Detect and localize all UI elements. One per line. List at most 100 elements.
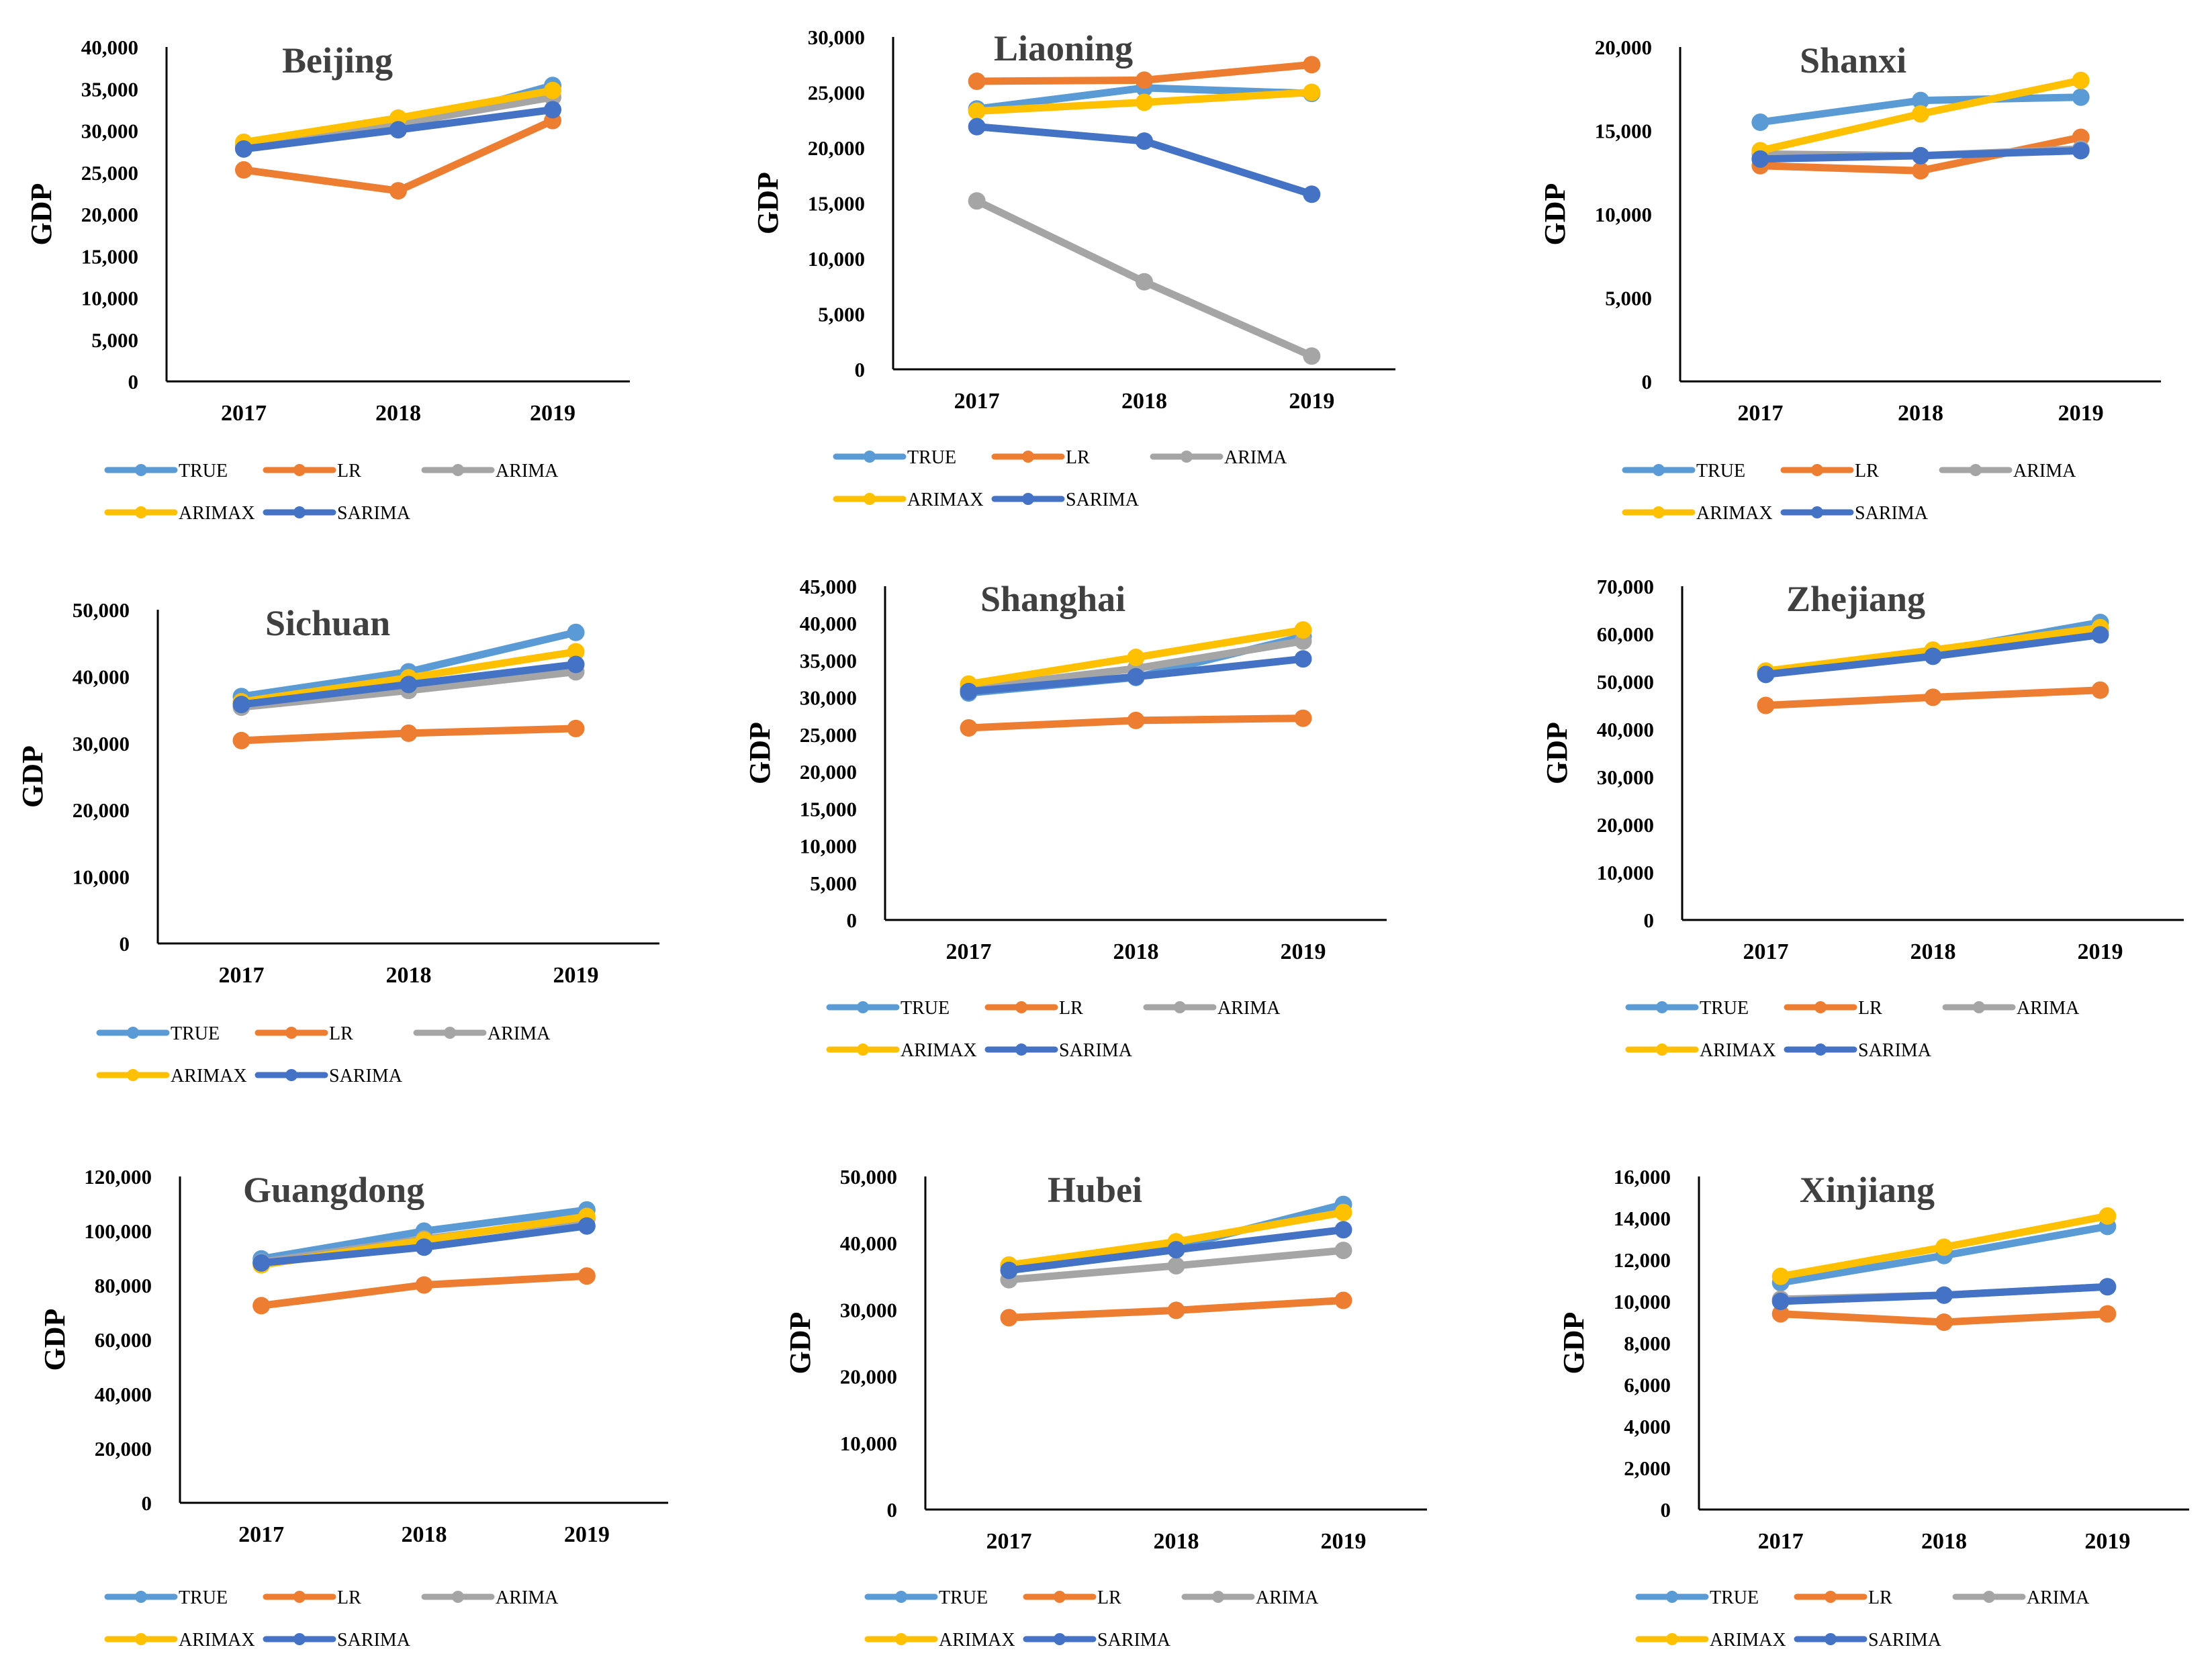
data-point-lr [1757,696,1775,714]
data-point-sarima [2072,142,2090,160]
y-tick-label: 25,000 [800,723,857,747]
legend-label-true: TRUE [901,998,950,1019]
x-tick-label: 2019 [2058,401,2104,426]
legend-marker-sarima [293,1633,306,1645]
y-tick-label: 12,000 [1614,1248,1671,1272]
data-point-sarima [1924,647,1942,665]
legend-label-arimax: ARIMAX [1700,1040,1776,1061]
data-point-sarima [2091,626,2109,644]
y-tick-label: 10,000 [73,866,130,889]
legend-label-true: TRUE [1710,1587,1759,1608]
data-point-arimax [1771,1267,1790,1285]
y-tick-label: 60,000 [95,1328,152,1352]
legend-marker-arima [452,1591,464,1603]
y-tick-label: 6,000 [1624,1373,1671,1397]
data-point-lr [960,719,978,737]
data-point-lr [1935,1313,1953,1331]
data-point-lr [415,1276,433,1294]
chart-title: Guangdong [243,1170,424,1210]
chart-title: Xinjiang [1800,1170,1935,1210]
chart-xinjiang: 0 2,000 4,000 6,000 8,000 10,000 12,000 14,000 1… [1557,1165,2189,1651]
chart-title: Shanghai [980,579,1125,619]
data-point-sarima [544,101,561,119]
data-point-lr [1334,1291,1352,1309]
legend-label-arima: ARIMA [2013,461,2076,481]
data-point-sarima [578,1217,596,1235]
legend: TRUE LR ARIMA ARIMAX SARIMA [104,461,559,524]
legend-label-true: TRUE [179,461,228,481]
legend-label-lr: LR [1855,461,1879,481]
y-axis-title: GDP [38,1309,71,1371]
legend-marker-lr [293,1591,306,1603]
legend-label-sarima: SARIMA [1868,1630,1942,1651]
legend: TRUE LR ARIMA ARIMAX SARIMA [1622,461,2076,524]
legend-label-arimax: ARIMAX [907,490,984,510]
legend-label-sarima: SARIMA [1097,1630,1171,1651]
data-point-sarima [1757,665,1775,684]
legend-marker-arima [1181,451,1193,463]
legend-label-lr: LR [337,461,361,481]
data-point-sarima [2099,1278,2117,1296]
data-point-lr [1167,1301,1185,1319]
y-tick-label: 100,000 [84,1219,152,1243]
y-tick-label: 14,000 [1614,1207,1671,1230]
data-point-lr [389,182,407,200]
legend: TRUE LR ARIMA ARIMAX SARIMA [826,998,1281,1061]
data-point-lr [1000,1309,1018,1327]
data-point-lr [252,1297,271,1315]
data-point-lr [400,724,418,742]
y-tick-label: 20,000 [808,136,865,160]
y-tick-label: 30,000 [808,26,865,49]
legend-marker-arimax [135,506,147,518]
legend-label-arimax: ARIMAX [901,1040,977,1061]
y-tick-label: 10,000 [81,287,138,310]
y-tick-label: 0 [128,370,139,393]
y-tick-label: 4,000 [1624,1415,1671,1438]
legend-marker-true [895,1591,907,1603]
x-tick-label: 2018 [1154,1529,1199,1554]
legend-marker-sarima [1814,1044,1827,1056]
y-tick-label: 45,000 [800,575,857,598]
legend-marker-sarima [285,1069,297,1081]
legend-label-arimax: ARIMAX [171,1066,247,1086]
y-tick-label: 10,000 [1595,203,1652,226]
legend-label-arima: ARIMA [2027,1587,2090,1608]
y-tick-label: 20,000 [800,760,857,784]
data-point-sarima [1167,1241,1185,1259]
x-tick-label: 2018 [402,1522,447,1547]
data-point-sarima [1771,1293,1790,1310]
x-tick-label: 2017 [946,939,992,964]
legend-label-arimax: ARIMAX [1696,503,1773,524]
data-point-arimax [2072,71,2090,89]
chart-zhejiang: 0 10,000 20,000 30,000 40,000 50,000 60,000 70,… [1540,575,2184,1061]
legend-marker-sarima [1825,1633,1837,1645]
y-axis-title: GDP [1557,1312,1590,1375]
y-tick-label: 2,000 [1624,1456,1671,1480]
y-tick-label: 30,000 [81,120,138,143]
x-tick-label: 2017 [986,1529,1032,1554]
legend-label-arimax: ARIMAX [179,503,255,524]
legend-marker-lr [1022,451,1034,463]
y-tick-label: 5,000 [1605,287,1652,310]
data-point-true [2072,88,2090,106]
data-point-lr [1303,56,1321,74]
legend-marker-lr [1811,464,1823,476]
x-tick-label: 2018 [386,963,432,988]
chart-guangdong: 0 20,000 40,000 60,000 80,000 100,000 120,000 2… [38,1165,668,1651]
y-tick-label: 20,000 [95,1437,152,1461]
legend-marker-arimax [1666,1633,1678,1645]
y-tick-label: 0 [1644,909,1655,932]
legend-label-arima: ARIMA [1256,1587,1319,1608]
y-axis-title: GDP [16,745,49,808]
chart-title: Liaoning [994,28,1133,68]
data-point-arimax [2099,1207,2117,1225]
legend-label-true: TRUE [939,1587,988,1608]
y-tick-label: 15,000 [800,797,857,821]
legend-marker-sarima [1811,506,1823,518]
legend-marker-arima [1212,1591,1224,1603]
data-point-lr [1771,1305,1790,1323]
legend-marker-arimax [135,1633,147,1645]
x-tick-label: 2019 [530,401,575,426]
legend-marker-arima [1983,1591,1995,1603]
y-tick-label: 30,000 [1597,766,1654,789]
